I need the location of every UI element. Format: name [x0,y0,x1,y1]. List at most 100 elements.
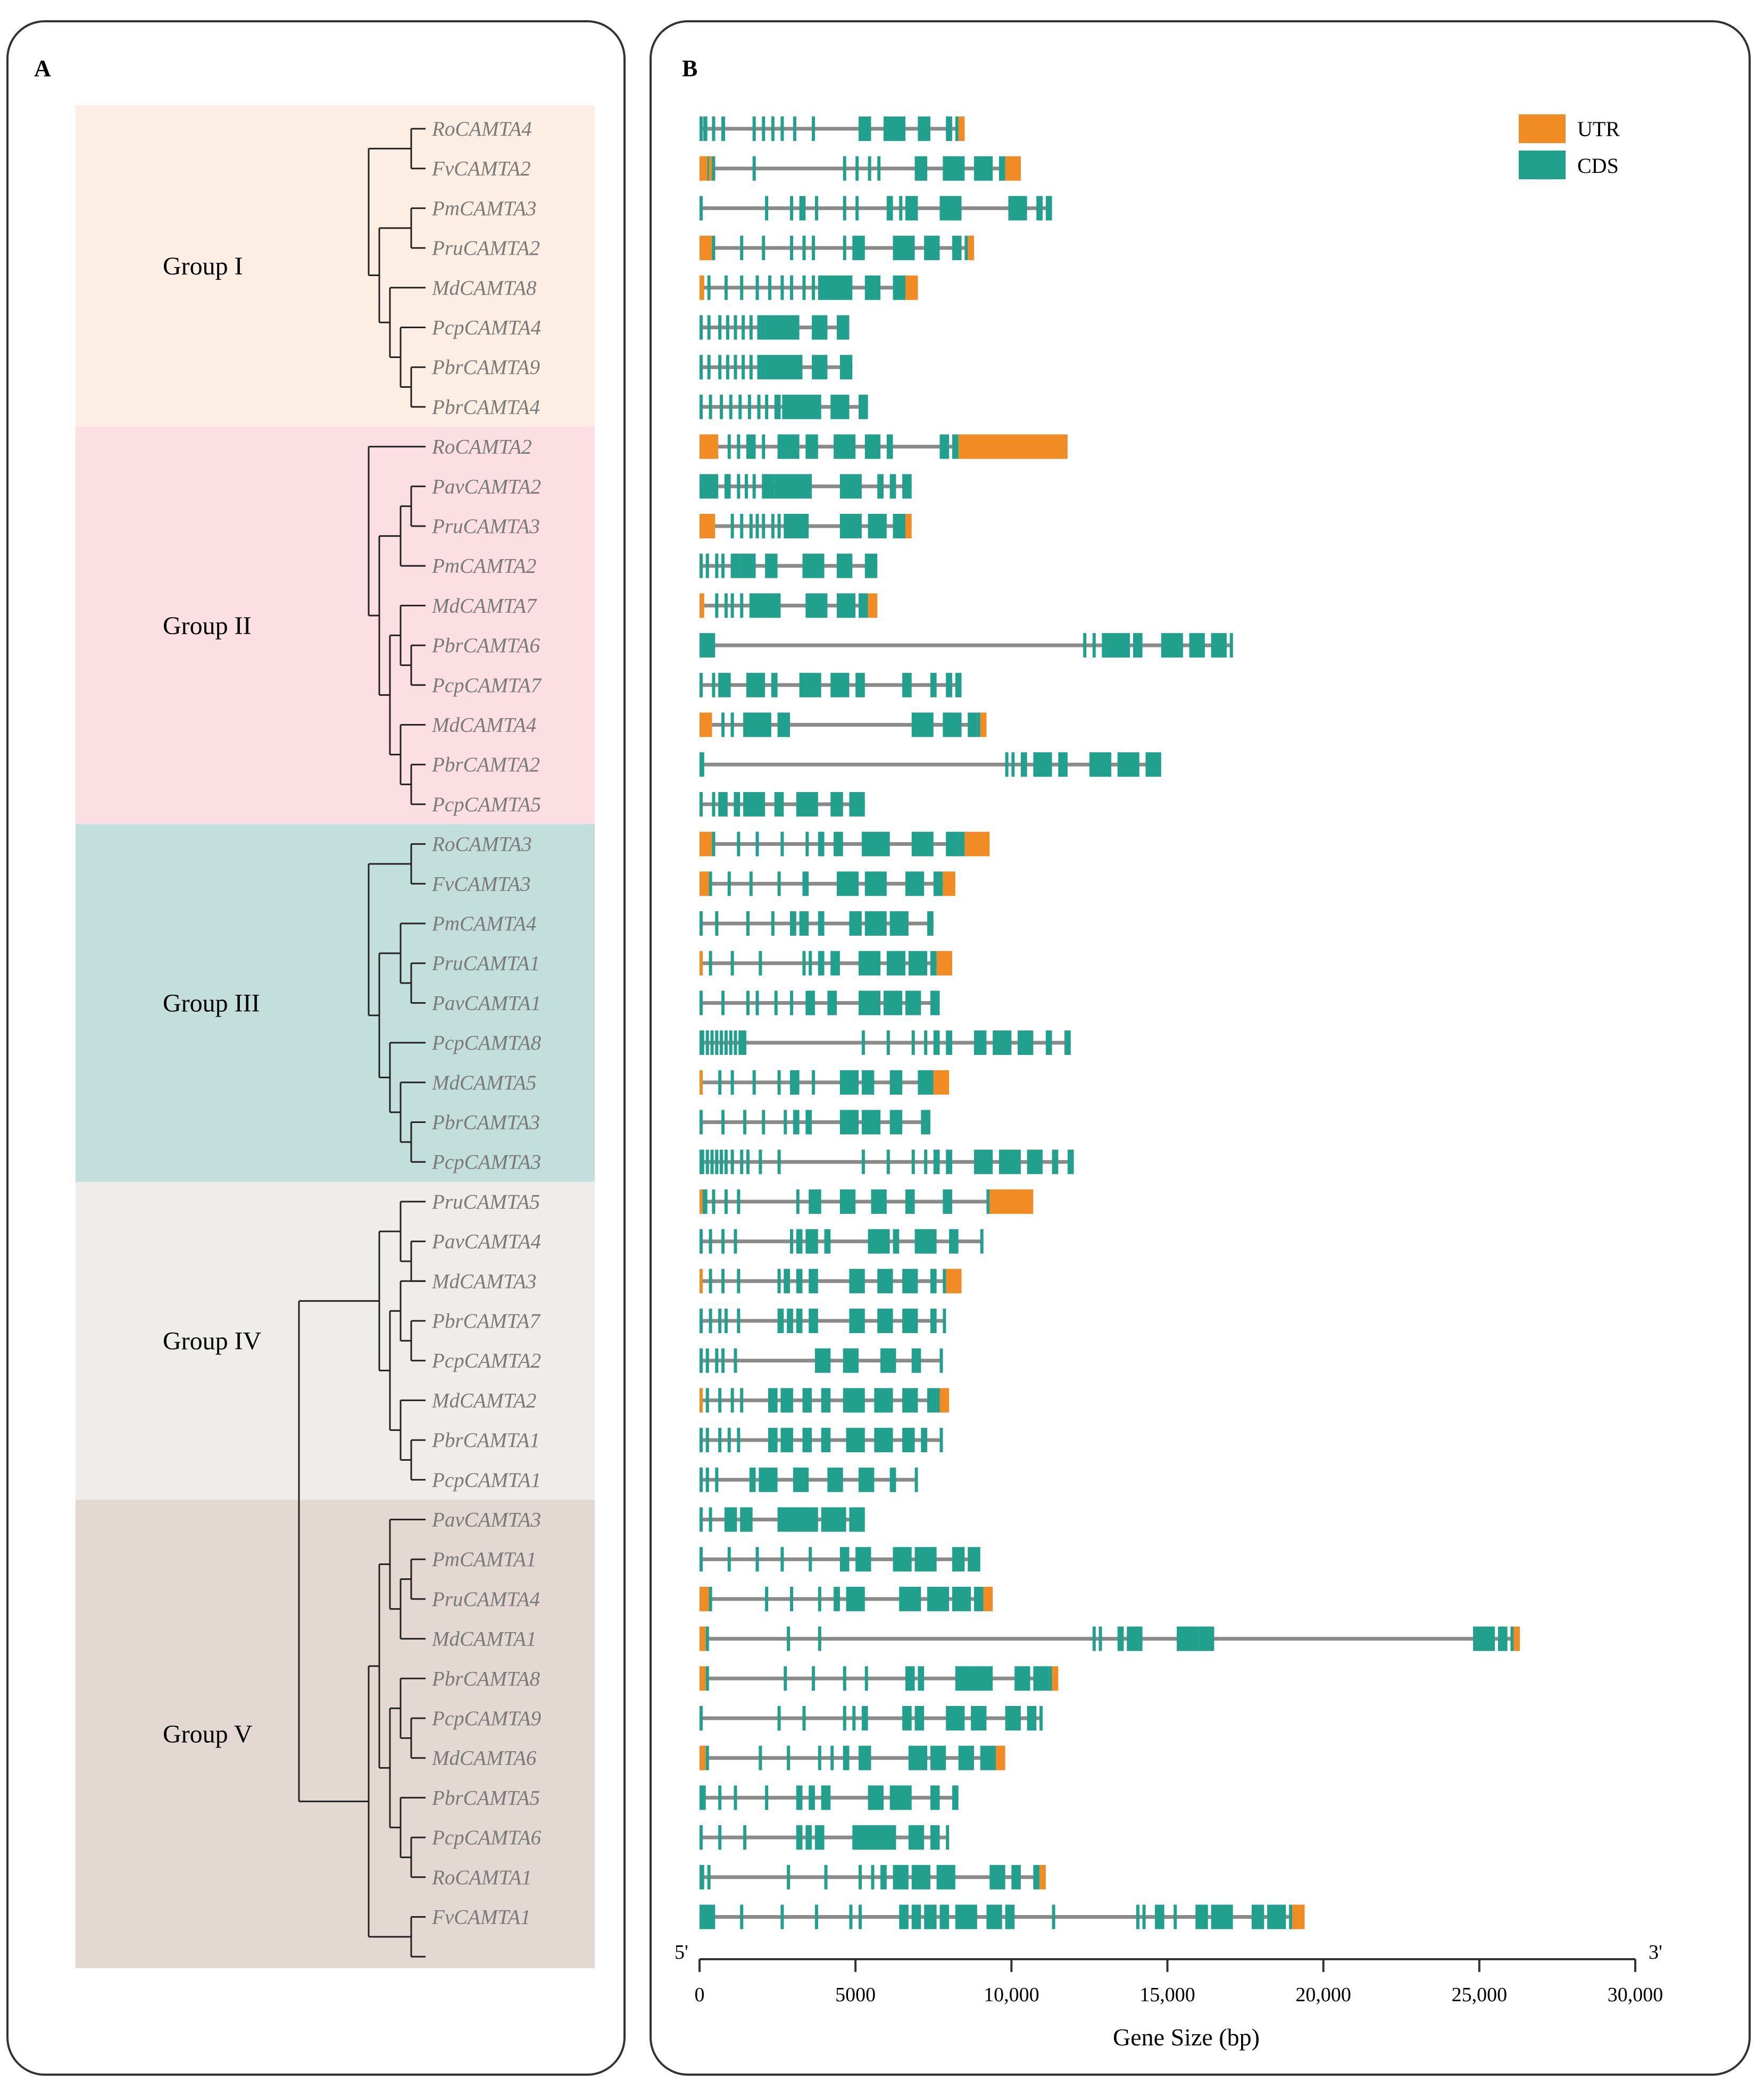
gene-structure [700,1189,1034,1214]
cds-segment [700,1467,703,1492]
cds-segment [986,1904,1002,1929]
gene-label: PruCAMTA5 [431,1191,540,1213]
cds-segment [864,553,878,578]
cds-segment [930,672,937,697]
cds-segment [700,355,703,380]
cds-segment [715,911,719,936]
cds-segment [705,1626,709,1651]
cds-segment [745,474,748,499]
cds-segment [700,474,719,499]
panel-b-label: B [682,55,697,81]
cds-segment [774,991,778,1016]
cds-segment [883,116,905,141]
cds-segment [700,1150,704,1175]
cds-segment [734,355,737,380]
gene-label: PcpCAMTA8 [431,1031,542,1054]
cds-segment [809,1309,818,1333]
gene-label: PbrCAMTA3 [431,1111,540,1134]
cds-segment [973,1666,993,1691]
cds-segment [802,236,806,261]
cds-segment [943,712,962,737]
gene-label: RoCAMTA2 [431,436,532,459]
cds-segment [700,1904,715,1929]
cds-segment [700,1865,704,1890]
x-axis-right-end: 3' [1649,1941,1662,1963]
cds-segment [700,1785,706,1810]
utr-segment [905,514,912,538]
cds-segment [1005,1904,1015,1929]
cds-segment [1083,633,1087,658]
gene-structure [700,1428,943,1453]
cds-segment [861,1030,865,1055]
gene-structure [700,1507,865,1532]
cds-segment [724,1309,728,1333]
cds-segment [715,1030,719,1055]
cds-segment [784,1110,787,1135]
cds-segment [762,434,765,459]
cds-segment [707,355,711,380]
cds-segment [818,1745,821,1770]
cds-segment [855,196,859,221]
cds-segment [746,672,765,697]
cds-segment [908,951,928,976]
cds-segment [1064,1030,1071,1055]
gene-label: PbrCAMTA9 [431,356,540,379]
cds-segment [946,1150,952,1175]
utr-segment [1005,156,1021,181]
cds-segment [805,1825,812,1850]
legend-utr-label: UTR [1577,117,1620,141]
cds-segment [902,1309,918,1333]
cds-segment [724,1030,728,1055]
utr-segment [958,116,965,141]
cds-segment [712,672,715,697]
cds-segment [1510,1626,1514,1651]
utr-segment [946,1269,962,1294]
cds-segment [930,991,940,1016]
gene-label: PavCAMTA4 [431,1230,541,1253]
cds-segment [849,911,862,936]
cds-segment [765,394,769,419]
cds-segment [821,1507,846,1532]
cds-segment [1189,633,1205,658]
cds-segment [1067,1150,1074,1175]
cds-segment [1127,1626,1143,1651]
utr-segment [700,1626,706,1651]
cds-segment [839,1547,850,1572]
cds-segment [955,1666,974,1691]
cds-segment [718,1428,722,1453]
cds-segment [709,1229,712,1254]
cds-segment [952,1547,965,1572]
cds-segment [952,1785,959,1810]
cds-segment [968,712,977,737]
gene-label: MdCAMTA2 [431,1389,536,1412]
cds-segment [889,1785,912,1810]
cds-segment [889,1467,896,1492]
cds-segment [861,1110,881,1135]
cds-segment [843,1666,846,1691]
cds-segment [930,1825,940,1850]
cds-segment [914,1229,937,1254]
cds-segment [787,1865,791,1890]
cds-segment [805,434,818,459]
cds-segment [709,951,712,976]
cds-segment [830,1745,834,1770]
cds-segment [911,1348,921,1373]
cds-segment [734,792,740,817]
cds-segment [877,474,884,499]
cds-segment [765,1785,769,1810]
utr-segment [700,1189,703,1214]
cds-segment [777,1070,781,1095]
cds-segment [757,315,765,340]
utr-segment [868,593,878,618]
cds-segment [709,394,712,419]
cds-segment [718,1785,722,1810]
cds-segment [709,1309,712,1333]
cds-segment [1117,1626,1124,1651]
cds-segment [1211,1904,1233,1929]
gene-label: RoCAMTA4 [431,118,532,140]
cds-segment [715,1348,719,1373]
cds-segment [780,1428,793,1453]
cds-segment [721,991,725,1016]
cds-segment [784,1666,787,1691]
gene-label: PmCAMTA3 [431,197,536,220]
